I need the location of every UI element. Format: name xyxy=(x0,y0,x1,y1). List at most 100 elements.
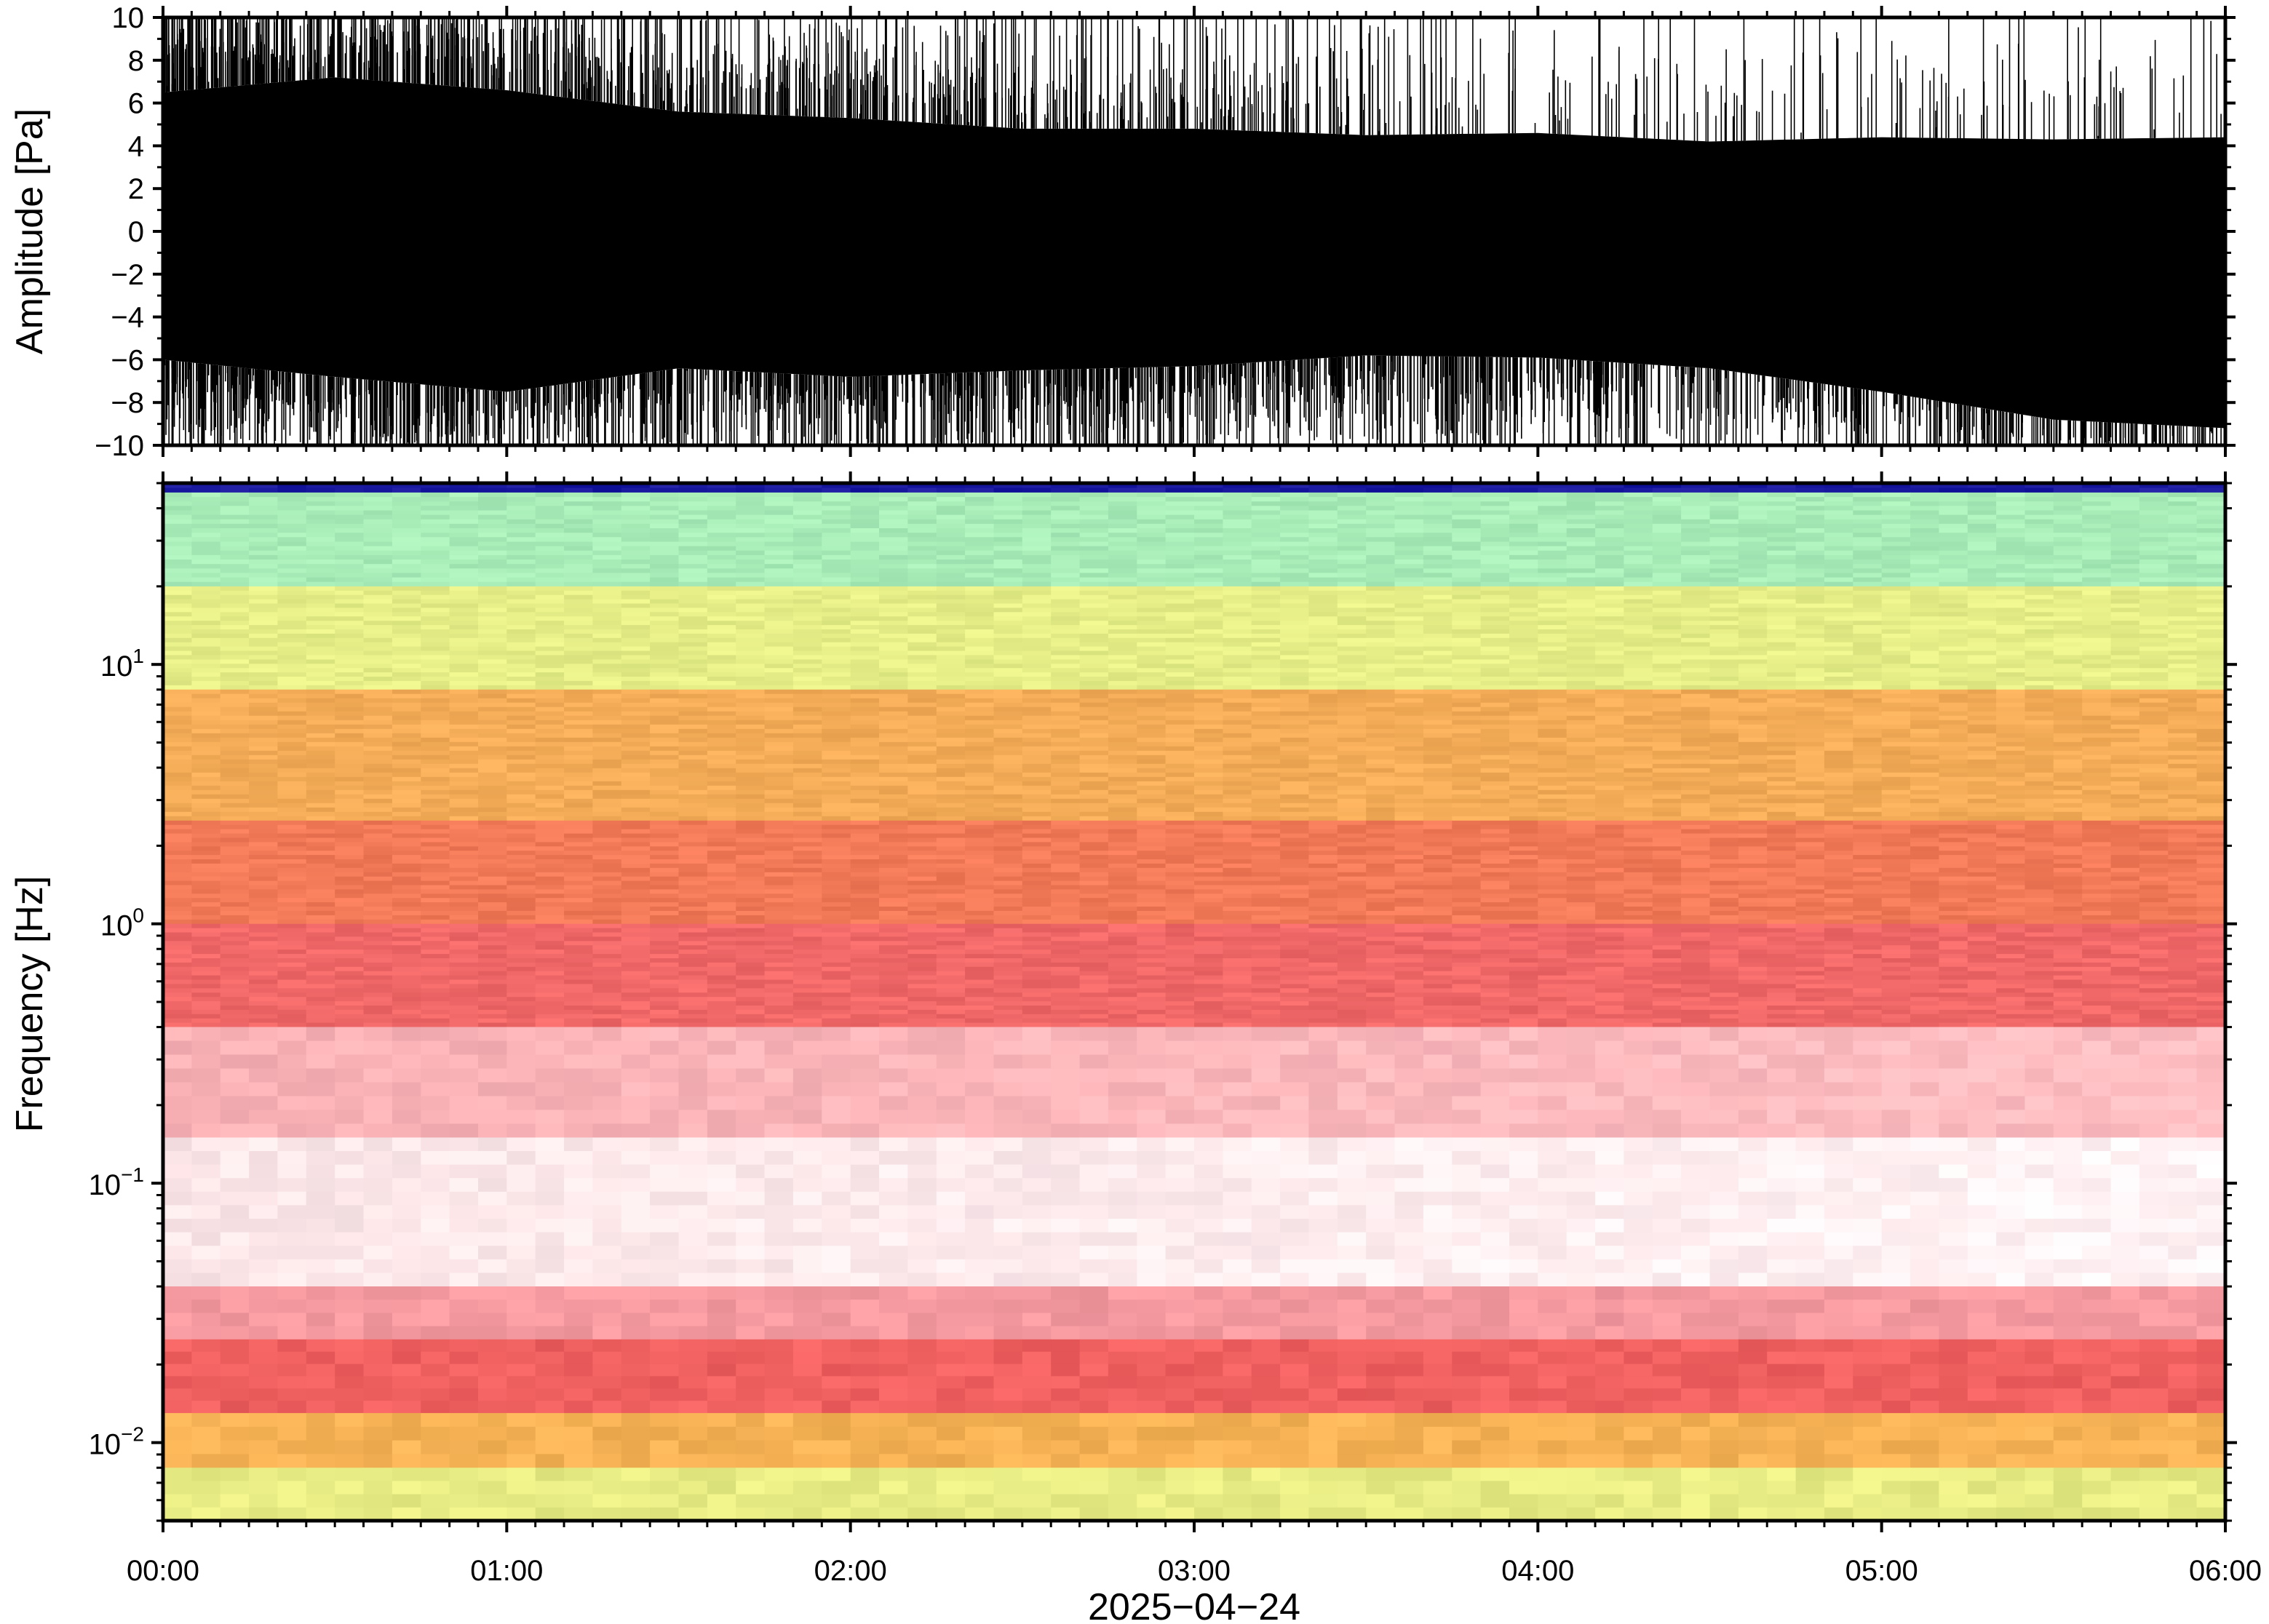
spectrogram-cell xyxy=(1967,655,1997,660)
spectrogram-cell xyxy=(1051,746,1081,752)
spectrogram-cell xyxy=(1394,772,1424,778)
spectrogram-cell xyxy=(1366,586,1396,592)
spectrogram-cell xyxy=(2024,483,2054,489)
spectrogram-cell xyxy=(506,698,536,704)
spectrogram-cell xyxy=(1566,659,1596,664)
spectrogram-cell xyxy=(1366,646,1396,652)
spectrogram-cell xyxy=(277,637,307,643)
spectrogram-cell xyxy=(1853,554,1883,560)
spectrogram-cell xyxy=(1939,528,1968,533)
spectrogram-cell xyxy=(1194,755,1223,760)
spectrogram-cell xyxy=(1280,728,1310,734)
spectrogram-cell xyxy=(592,483,622,489)
spectrogram-cell xyxy=(249,677,279,682)
spectrogram-cell xyxy=(1223,642,1252,648)
spectrogram-cell xyxy=(1137,789,1167,795)
spectrogram-cell xyxy=(2082,528,2112,533)
spectrogram-cell xyxy=(506,581,536,587)
spectrogram-cell xyxy=(2196,668,2225,673)
spectrogram-cell xyxy=(1767,554,1797,560)
spectrogram-cell xyxy=(1939,568,1968,573)
spectrogram-cell xyxy=(1996,554,2026,560)
spectrogram-cell xyxy=(1165,698,1195,704)
spectrogram-cell xyxy=(1366,523,1396,529)
spectrogram-cell xyxy=(564,594,594,600)
spectrogram-cell xyxy=(764,664,794,669)
spectrogram-cell xyxy=(1509,594,1538,600)
spectrogram-cell xyxy=(1223,677,1252,682)
spectrogram-cell xyxy=(678,816,708,821)
spectrogram-cell xyxy=(1223,664,1252,669)
spectrogram-cell xyxy=(1595,621,1625,626)
spectrogram-cell xyxy=(621,794,651,800)
spectrogram-cell xyxy=(1366,755,1396,760)
spectrogram-cell xyxy=(1394,816,1424,821)
spectrogram-cell xyxy=(1051,693,1081,699)
spectrogram-cell xyxy=(1423,483,1453,489)
spectrogram-band xyxy=(163,586,2225,690)
spectrogram-cell xyxy=(707,483,736,489)
spectrogram-cell xyxy=(1165,533,1195,538)
spectrogram-cell xyxy=(1137,720,1167,725)
spectrogram-cell xyxy=(1538,599,1567,605)
spectrogram-cell xyxy=(1538,497,1567,502)
spectrogram-cell xyxy=(1624,659,1653,664)
spectrogram-cell xyxy=(936,724,966,730)
spectrogram-cell xyxy=(2110,554,2140,560)
spectrogram-cell xyxy=(506,599,536,605)
spectrogram-cell xyxy=(850,715,880,721)
spectrogram-cell xyxy=(678,776,708,782)
spectrogram-cell xyxy=(736,750,766,756)
spectrogram-cell xyxy=(2168,568,2198,573)
spectrogram-cell xyxy=(249,487,279,493)
spectrogram-cell xyxy=(764,554,794,560)
spectrogram-cell xyxy=(335,492,365,498)
spectrogram-cell xyxy=(1881,616,1911,621)
spectrogram-cell xyxy=(1108,807,1137,813)
spectrogram-cell xyxy=(1624,568,1653,573)
spectrogram-cell xyxy=(1194,577,1223,583)
spectrogram-cell xyxy=(220,625,250,630)
spectrogram-cell xyxy=(1423,759,1453,765)
spectrogram-cell xyxy=(1251,772,1281,778)
spectrogram-cell xyxy=(1480,685,1510,690)
spectrogram-cell xyxy=(1223,550,1252,556)
spectrogram-cell xyxy=(1538,625,1567,630)
spectrogram-cell xyxy=(1280,621,1310,626)
spectrogram-cell xyxy=(564,633,594,639)
spectrogram-cell xyxy=(1223,573,1252,578)
spectrogram-cell xyxy=(993,633,1023,639)
spectrogram-cell xyxy=(1423,668,1453,673)
spectrogram-cell xyxy=(1910,554,1939,560)
spectrogram-cell xyxy=(421,568,450,573)
spectrogram-cell xyxy=(1480,776,1510,782)
spectrogram-cell xyxy=(2168,546,2198,552)
spectrogram-cell xyxy=(220,794,250,800)
spectrogram-cell xyxy=(1566,650,1596,656)
spectrogram-cell xyxy=(621,737,651,743)
spectrogram-cell xyxy=(1967,586,1997,592)
spectrogram-cell xyxy=(478,492,507,498)
spectrogram-cell xyxy=(993,693,1023,699)
spectrogram-cell xyxy=(1853,625,1883,630)
spectrogram-cell xyxy=(392,629,421,634)
spectrogram-cell xyxy=(277,807,307,813)
spectrogram-cell xyxy=(306,746,335,752)
spectrogram-cell xyxy=(1308,612,1338,617)
spectrogram-cell xyxy=(621,763,651,769)
spectrogram-cell xyxy=(220,533,250,538)
spectrogram-cell xyxy=(1881,659,1911,664)
spectrogram-cell xyxy=(1108,646,1137,652)
spectrogram-cell xyxy=(277,763,307,769)
spectrogram-cell xyxy=(1538,581,1567,587)
spectrogram-cell xyxy=(879,807,908,813)
spectrogram-cell xyxy=(879,755,908,760)
spectrogram-cell xyxy=(1280,659,1310,664)
spectrogram-cell xyxy=(1223,706,1252,712)
spectrogram-cell xyxy=(1337,659,1367,664)
spectrogram-cell xyxy=(592,759,622,765)
spectrogram-cell xyxy=(1394,655,1424,660)
spectrogram-cell xyxy=(1079,501,1109,506)
spectrogram-cell xyxy=(936,625,966,630)
spectrogram-cell xyxy=(1251,497,1281,502)
